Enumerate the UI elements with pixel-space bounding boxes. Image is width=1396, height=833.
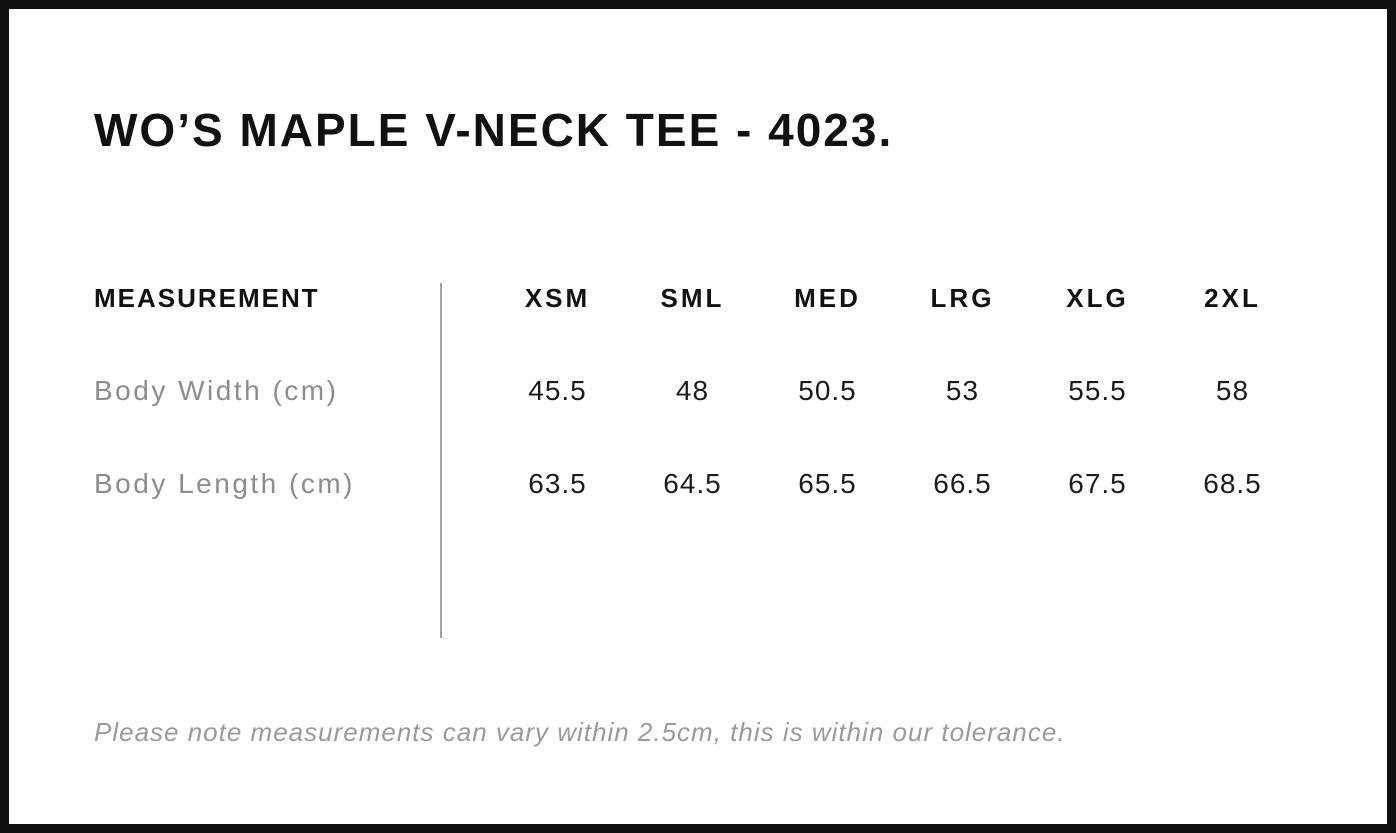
body-width-sml: 48 bbox=[675, 374, 710, 406]
body-width-2xl: 58 bbox=[1215, 374, 1250, 406]
product-title: WO’S MAPLE V-NECK TEE - 4023. bbox=[94, 104, 894, 156]
body-length-values: 63.5 64.5 65.5 66.5 67.5 68.5 bbox=[440, 468, 1300, 500]
body-width-values: 45.5 48 50.5 53 55.5 58 bbox=[440, 375, 1300, 407]
body-length-sml: 64.5 bbox=[663, 467, 722, 499]
body-length-xlg: 67.5 bbox=[1068, 467, 1127, 499]
column-header-measurement: MEASUREMENT bbox=[94, 283, 320, 314]
column-header-xsm: XSM bbox=[524, 283, 591, 314]
row-label-body-width: Body Width (cm) bbox=[94, 374, 339, 406]
body-width-lrg: 53 bbox=[945, 374, 980, 406]
body-length-2xl: 68.5 bbox=[1203, 467, 1262, 499]
body-width-xlg: 55.5 bbox=[1068, 374, 1127, 406]
table-vertical-divider bbox=[440, 282, 442, 638]
row-label-body-length: Body Length (cm) bbox=[94, 467, 355, 499]
size-table: MEASUREMENT XSM SML MED LRG XLG 2XL Body… bbox=[94, 282, 1387, 638]
tolerance-note: Please note measurements can vary within… bbox=[94, 716, 1066, 747]
column-header-med: MED bbox=[794, 283, 861, 314]
table-row-body-width: Body Width (cm) 45.5 48 50.5 53 55.5 58 bbox=[94, 375, 1387, 407]
column-header-lrg: LRG bbox=[930, 283, 995, 314]
column-header-2xl: 2XL bbox=[1204, 283, 1261, 314]
column-header-xlg: XLG bbox=[1066, 283, 1129, 314]
table-header-row: MEASUREMENT XSM SML MED LRG XLG 2XL bbox=[94, 283, 1387, 315]
body-width-med: 50.5 bbox=[798, 374, 857, 406]
column-header-sml: SML bbox=[660, 283, 725, 314]
body-length-med: 65.5 bbox=[798, 467, 857, 499]
body-width-xsm: 45.5 bbox=[528, 374, 587, 406]
size-header-group: XSM SML MED LRG XLG 2XL bbox=[440, 283, 1300, 314]
table-row-body-length: Body Length (cm) 63.5 64.5 65.5 66.5 67.… bbox=[94, 468, 1387, 500]
body-length-xsm: 63.5 bbox=[528, 467, 587, 499]
body-length-lrg: 66.5 bbox=[933, 467, 992, 499]
